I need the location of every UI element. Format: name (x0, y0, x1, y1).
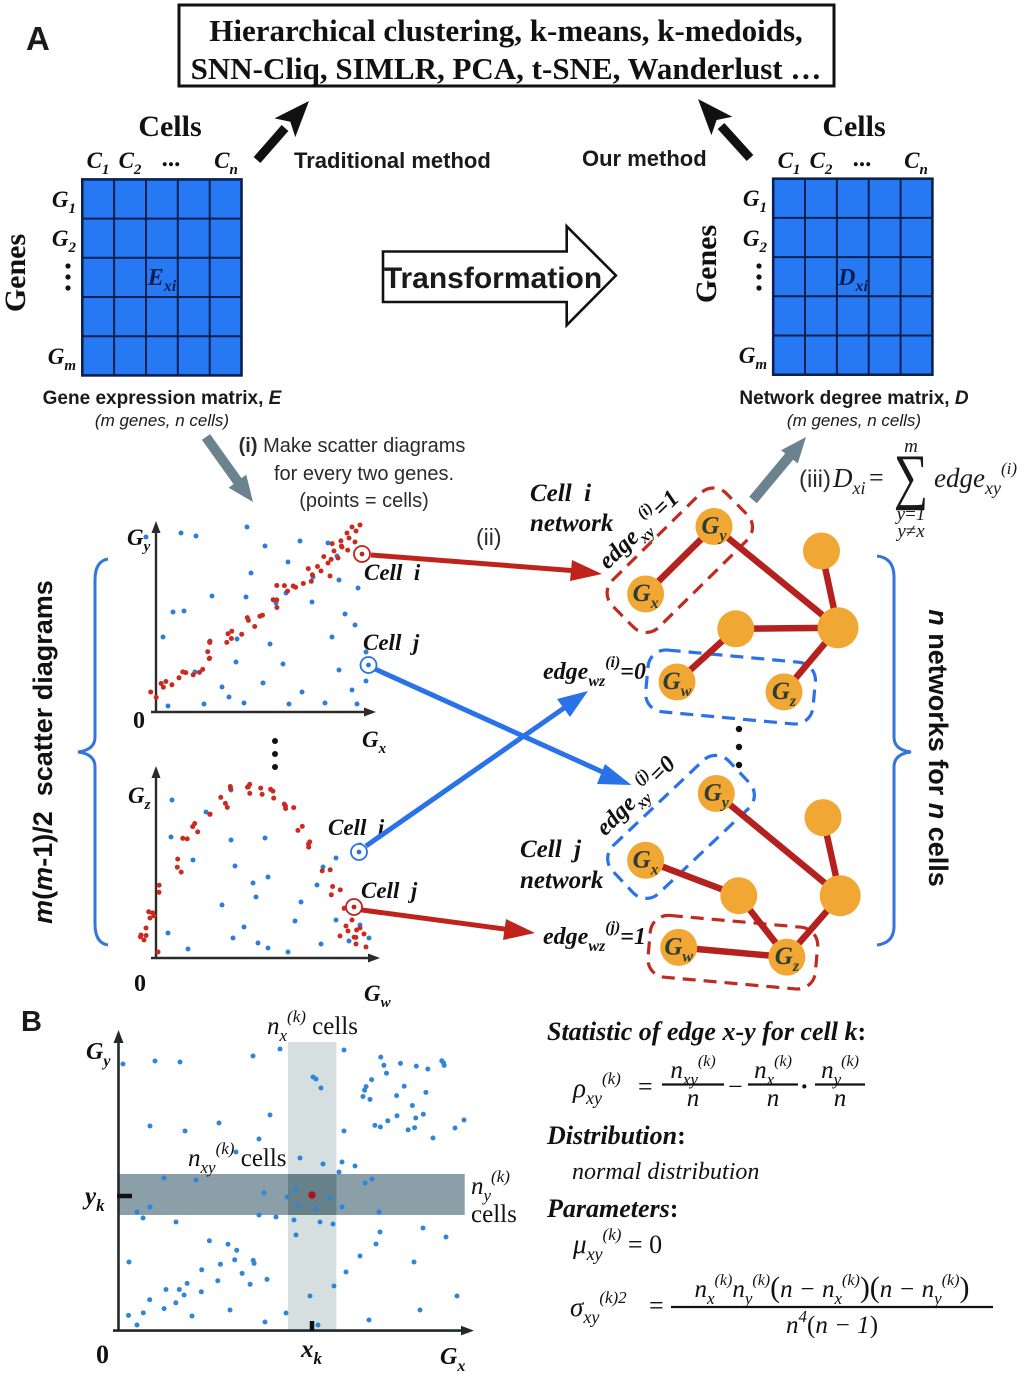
svg-text:m(m-1)/2 scatter diagrams: m(m-1)/2 scatter diagrams (28, 580, 58, 924)
svg-text:n: n (767, 1085, 780, 1112)
svg-text:Gm: Gm (739, 343, 767, 373)
svg-text:Cell j: Cell j (361, 878, 418, 903)
svg-text:−: − (728, 1072, 743, 1101)
svg-text:nx(k)ny(k)(n − nx(k))(n − ny(k: nx(k)ny(k)(n − nx(k))(n − ny(k)) (695, 1271, 970, 1308)
svg-text:Cn: Cn (904, 148, 928, 178)
svg-text:C1: C1 (778, 148, 801, 178)
svg-text:=: = (638, 1072, 653, 1101)
svg-text:Gy: Gy (127, 525, 151, 555)
svg-text:0: 0 (134, 971, 146, 997)
svg-text:y≠x: y≠x (895, 521, 925, 542)
svg-text:C2: C2 (810, 148, 833, 178)
svg-text:(points = cells): (points = cells) (299, 490, 429, 512)
svg-text:edgewz(j)=1: edgewz(j)=1 (543, 919, 646, 955)
svg-text:·: · (800, 1072, 809, 1101)
svg-text:Cell j: Cell j (520, 836, 582, 863)
svg-text:Cell i: Cell i (328, 815, 385, 840)
svg-text:nx(k) cells: nx(k) cells (267, 1007, 358, 1045)
svg-text:Traditional method: Traditional method (294, 148, 491, 173)
svg-text:Genes: Genes (0, 234, 32, 312)
svg-text:Gx: Gx (362, 727, 387, 757)
svg-text:cells: cells (471, 1201, 517, 1228)
svg-text:network: network (530, 510, 614, 537)
svg-text:edgexy(i): edgexy(i) (934, 459, 1017, 498)
svg-text:(m genes, n cells): (m genes, n cells) (95, 411, 229, 430)
svg-text:Cell i: Cell i (364, 560, 421, 585)
svg-text:edgewz(i)=0: edgewz(i)=0 (543, 654, 646, 690)
svg-text:Gz: Gz (128, 783, 151, 813)
svg-text:G2: G2 (743, 226, 768, 256)
svg-text:σxy(k)2: σxy(k)2 (570, 1288, 627, 1327)
svg-text:G1: G1 (743, 186, 767, 216)
svg-text:Dxi: Dxi (832, 463, 866, 498)
svg-text:=: = (869, 463, 884, 492)
svg-text:Network degree matrix, D: Network degree matrix, D (739, 388, 968, 409)
svg-text:xk: xk (300, 1336, 323, 1368)
svg-text:Gw: Gw (364, 981, 392, 1011)
svg-text:Gx: Gx (633, 846, 659, 878)
svg-text:∑: ∑ (894, 442, 928, 511)
svg-text:(m genes, n cells): (m genes, n cells) (787, 411, 921, 430)
svg-text:Cn: Cn (214, 148, 238, 178)
svg-text:Gene expression matrix, E: Gene expression matrix, E (43, 388, 283, 409)
svg-text:A: A (26, 20, 50, 57)
svg-text:Our method: Our method (582, 146, 707, 171)
svg-text:n: n (834, 1085, 847, 1112)
svg-text:=: = (649, 1291, 664, 1320)
svg-text:Genes: Genes (690, 225, 723, 303)
svg-text:nxy(k) cells: nxy(k) cells (188, 1139, 287, 1177)
svg-text:(i) Make scatter diagrams: (i) Make scatter diagrams (239, 435, 466, 457)
svg-text:Cells: Cells (822, 110, 885, 143)
svg-text:n: n (687, 1085, 700, 1112)
svg-text:(iii): (iii) (799, 466, 831, 493)
svg-text:Gm: Gm (48, 344, 76, 374)
svg-text:(ii): (ii) (476, 524, 502, 550)
svg-text:n networks for n cells: n networks for n cells (923, 609, 953, 887)
svg-text:y=1: y=1 (895, 504, 926, 525)
svg-text:for every two genes.: for every two genes. (274, 463, 454, 485)
svg-text:Transformation: Transformation (384, 262, 602, 295)
svg-text:network: network (520, 867, 604, 894)
svg-text:C2: C2 (119, 148, 142, 178)
svg-text:...: ... (853, 145, 872, 172)
svg-text:0: 0 (96, 1340, 109, 1369)
svg-text:...: ... (162, 145, 181, 172)
svg-text:Distribution:: Distribution: (546, 1121, 686, 1150)
svg-text:n4(n − 1): n4(n − 1) (786, 1307, 878, 1339)
svg-text:normal distribution: normal distribution (572, 1159, 759, 1185)
svg-text:m: m (904, 436, 918, 457)
svg-text:B: B (21, 1006, 42, 1038)
svg-text:G1: G1 (52, 187, 76, 217)
svg-text:μxy(k) = 0: μxy(k) = 0 (572, 1225, 662, 1264)
svg-text:edgexy(j)=0: edgexy(j)=0 (588, 748, 685, 845)
svg-text:Parameters:: Parameters: (546, 1194, 678, 1223)
svg-text:0: 0 (133, 708, 145, 734)
svg-text:G2: G2 (52, 226, 77, 256)
svg-text:Cell i: Cell i (530, 480, 591, 507)
svg-text:SNN-Cliq, SIMLR, PCA, t-SNE, W: SNN-Cliq, SIMLR, PCA, t-SNE, Wanderlust … (191, 51, 822, 86)
svg-text:C1: C1 (87, 148, 110, 178)
svg-text:yk: yk (82, 1183, 105, 1215)
svg-text:Cells: Cells (138, 110, 201, 143)
svg-text:Hierarchical clustering, k-mea: Hierarchical clustering, k-means, k-medo… (209, 13, 803, 48)
svg-text:Gy: Gy (86, 1039, 111, 1070)
svg-text:Cell j: Cell j (363, 630, 420, 655)
svg-text:ny(k): ny(k) (471, 1167, 510, 1205)
svg-text:Statistic of edge x-y for cell: Statistic of edge x-y for cell k: (547, 1017, 866, 1046)
svg-text:Gx: Gx (440, 1344, 465, 1373)
svg-text:ρxy(k): ρxy(k) (572, 1069, 621, 1108)
